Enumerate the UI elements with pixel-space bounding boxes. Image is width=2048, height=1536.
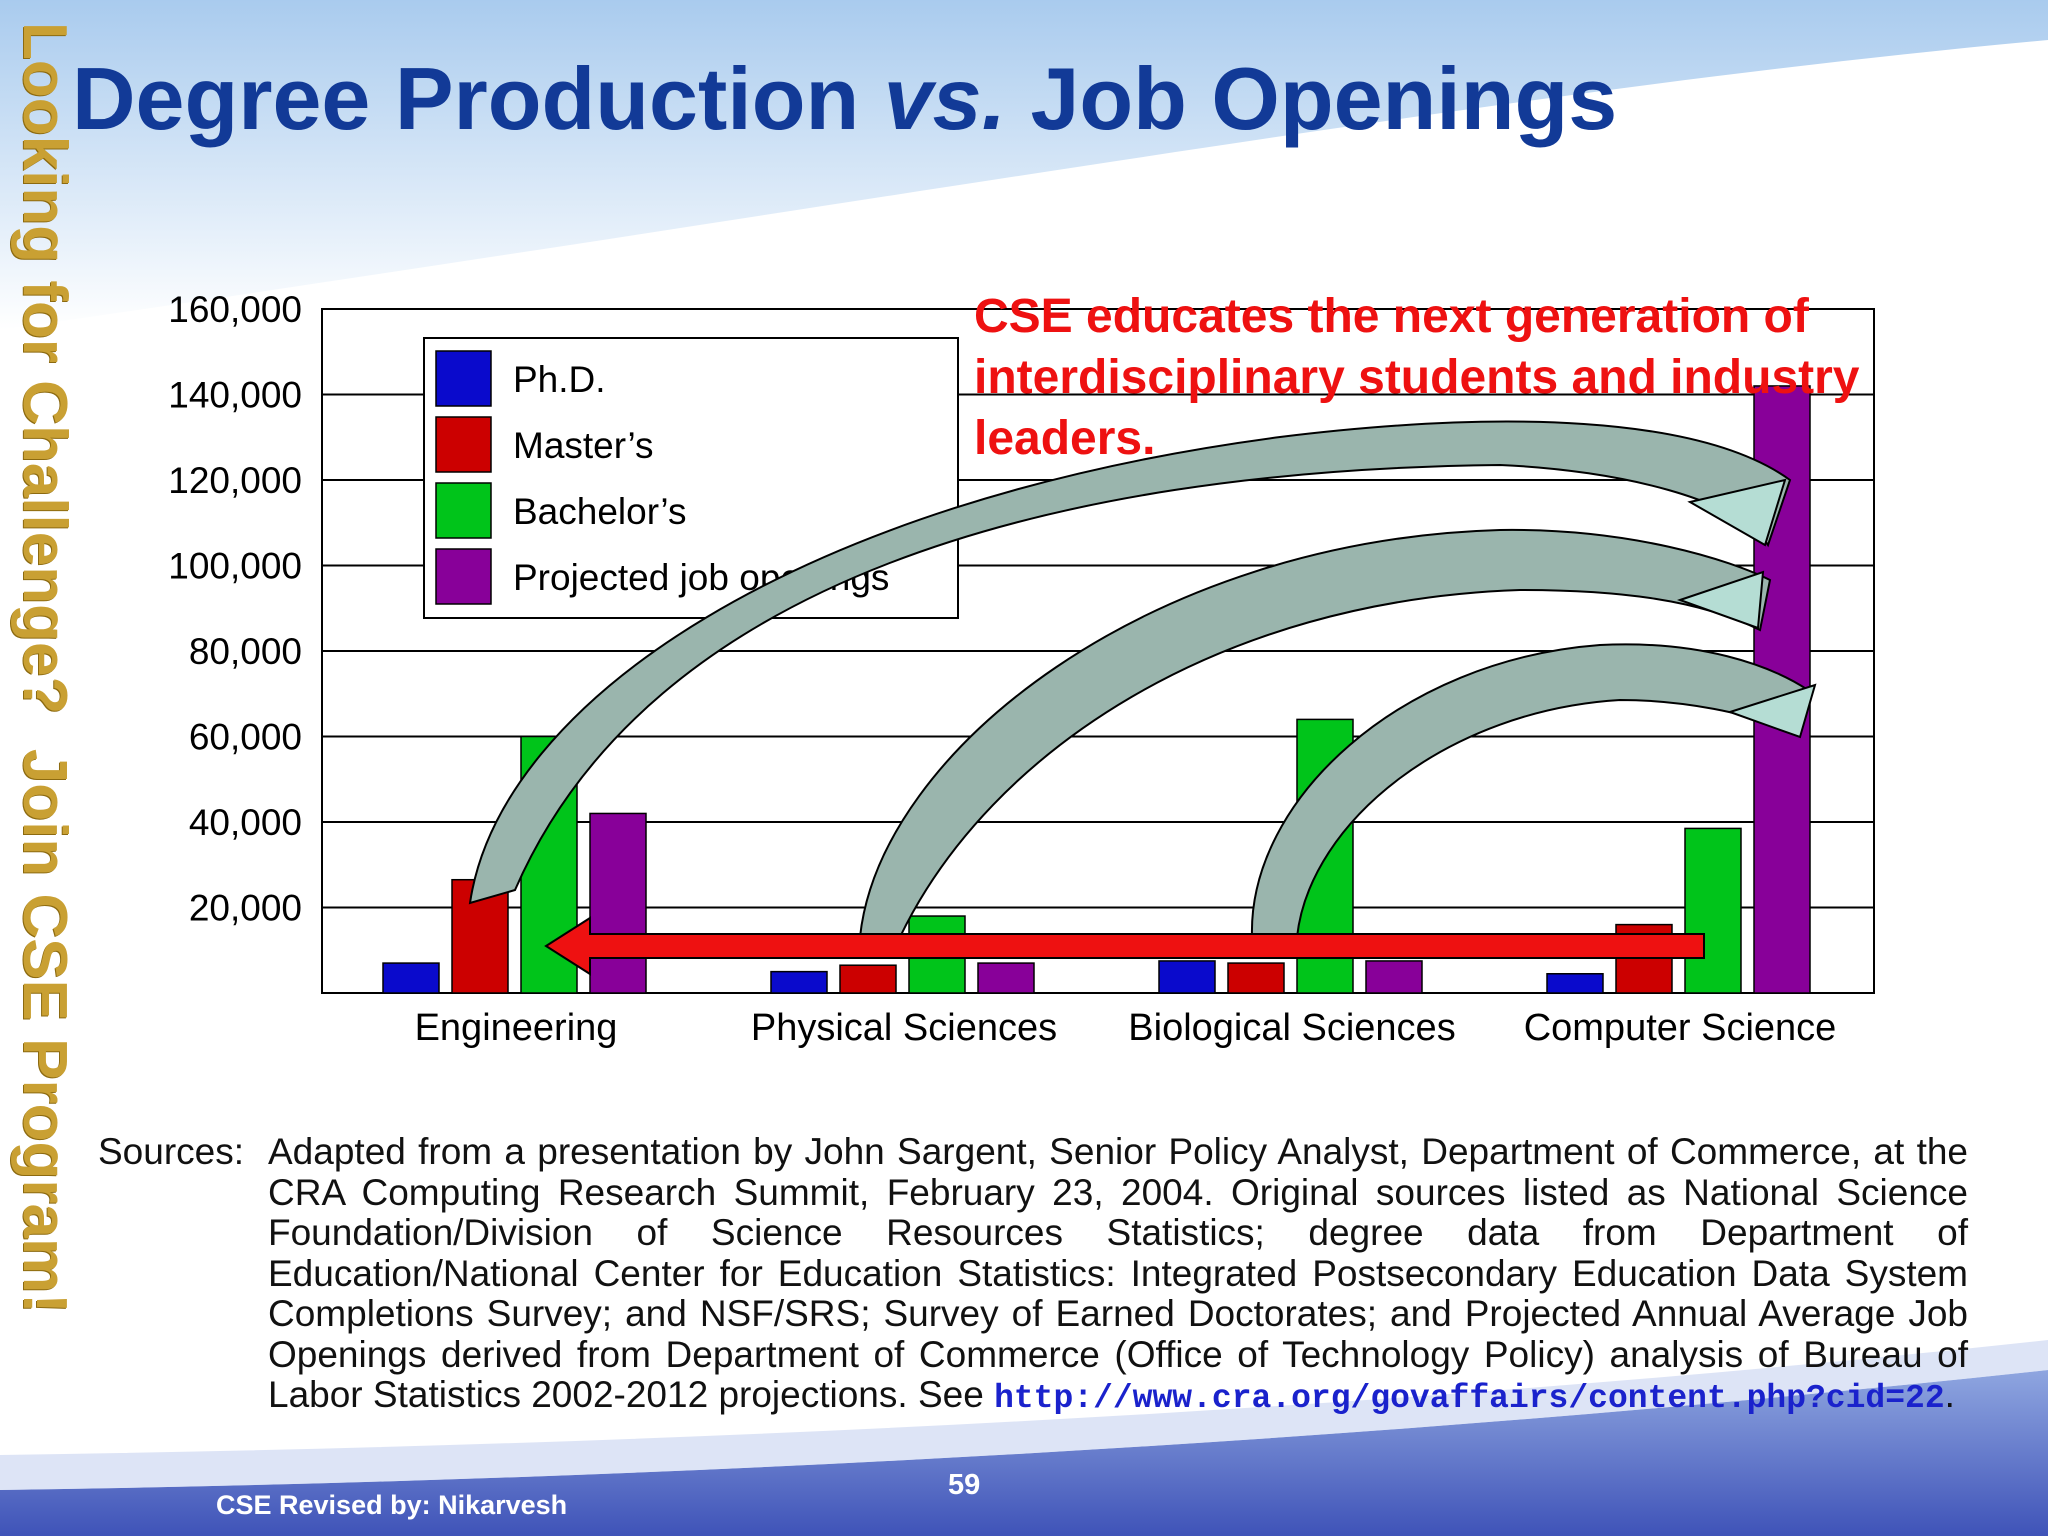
sources-end: . <box>1944 1374 1955 1415</box>
y-axis-tick-labels: 20,000 40,000 60,000 80,000 100,000 120,000 14… <box>168 289 302 929</box>
page-number: 59 <box>948 1469 981 1501</box>
bar <box>1546 973 1604 994</box>
red-left-arrow <box>544 916 1705 976</box>
bar <box>382 962 440 994</box>
y-tick-label: 20,000 <box>189 888 302 929</box>
y-tick-label: 100,000 <box>168 546 302 587</box>
curved-arrows <box>468 420 1817 938</box>
y-tick-label: 60,000 <box>189 717 302 758</box>
y-tick-label: 80,000 <box>189 631 302 672</box>
title-end: Job Openings <box>1030 49 1618 148</box>
bar <box>1684 827 1742 994</box>
y-tick-label: 160,000 <box>168 289 302 330</box>
arrowhead-1 <box>1687 478 1787 547</box>
bar <box>589 812 647 994</box>
legend-label: Bachelor’s <box>513 491 686 532</box>
credit-footer: CSE Revised by: Nikarvesh <box>216 1490 568 1520</box>
bar <box>1158 960 1216 994</box>
bar <box>977 962 1035 994</box>
sources-note: Sources: Adapted from a presentation by … <box>98 1131 1968 1420</box>
legend-swatch <box>435 482 492 539</box>
sources-body: Adapted from a presentation by John Sarg… <box>268 1131 1968 1420</box>
bar <box>839 964 897 994</box>
bar <box>770 970 828 994</box>
y-tick-label: 120,000 <box>168 460 302 501</box>
arrowhead-2 <box>1676 570 1765 630</box>
title-vs: vs. <box>883 49 1007 148</box>
bar <box>1365 960 1423 994</box>
curved-arrow-engineering <box>468 420 1792 905</box>
legend-swatch <box>435 416 492 473</box>
x-category-label: Biological Sciences <box>1128 1007 1455 1049</box>
sources-text: Adapted from a presentation by John Sarg… <box>268 1131 1968 1415</box>
sources-link[interactable]: http://www.cra.org/govaffairs/content.ph… <box>994 1380 1945 1417</box>
callout-text: CSE educates the next generation of inte… <box>974 290 1860 465</box>
bar <box>451 878 509 994</box>
x-category-label: Physical Sciences <box>751 1007 1057 1049</box>
legend-label: Master’s <box>513 425 654 466</box>
x-category-label: Computer Science <box>1524 1007 1837 1049</box>
curved-arrow-physical-sciences <box>858 528 1772 938</box>
x-axis-category-labels: Engineering Physical Sciences Biological S… <box>415 1007 1837 1049</box>
x-category-label: Engineering <box>415 1007 618 1049</box>
legend-swatch <box>435 548 492 605</box>
arrowhead-3 <box>1726 683 1817 739</box>
bar <box>1227 962 1285 994</box>
y-tick-label: 40,000 <box>189 802 302 843</box>
legend-swatch <box>435 350 492 407</box>
y-tick-label: 140,000 <box>168 375 302 416</box>
legend-label: Ph.D. <box>513 359 606 400</box>
legend-box <box>423 337 959 619</box>
page-title: Degree Production vs. Job Openings <box>72 48 1617 150</box>
sources-label: Sources: <box>98 1131 245 1172</box>
title-main: Degree Production <box>72 49 860 148</box>
